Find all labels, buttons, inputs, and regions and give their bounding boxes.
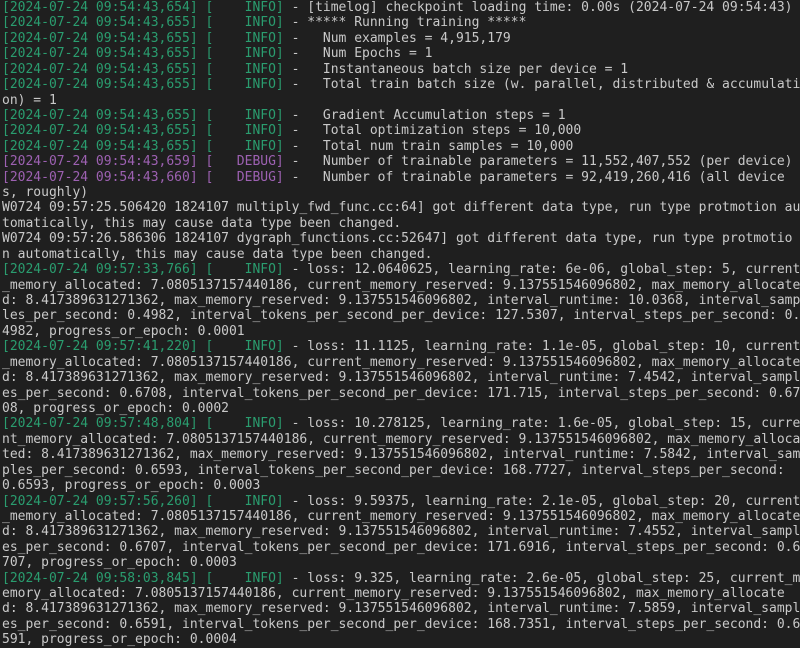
log-line: [2024-07-24 09:54:43,659] [ DEBUG] - Num… bbox=[2, 154, 800, 169]
log-line: [2024-07-24 09:54:43,655] [ INFO] - Num … bbox=[2, 46, 800, 61]
log-message: - loss: 9.59375, learning_rate: 2.1e-05,… bbox=[2, 493, 800, 571]
log-line: [2024-07-24 09:54:43,660] [ DEBUG] - Num… bbox=[2, 170, 800, 201]
log-timestamp-level-info: [2024-07-24 09:54:43,655] [ INFO] bbox=[2, 123, 284, 139]
log-timestamp-level-info: [2024-07-24 09:54:43,655] [ INFO] bbox=[2, 46, 284, 62]
log-timestamp-level-info: [2024-07-24 09:54:43,655] [ INFO] bbox=[2, 15, 284, 31]
log-line: [2024-07-24 09:54:43,655] [ INFO] - ****… bbox=[2, 15, 800, 30]
log-line: [2024-07-24 09:57:48,804] [ INFO] - loss… bbox=[2, 416, 800, 493]
log-message: - Num Epochs = 1 bbox=[283, 46, 433, 62]
log-timestamp-level-info: [2024-07-24 09:54:43,654] [ INFO] bbox=[2, 0, 284, 15]
log-message: - [timelog] checkpoint loading time: 0.0… bbox=[283, 0, 793, 15]
log-line: [2024-07-24 09:54:43,655] [ INFO] - Tota… bbox=[2, 139, 800, 154]
log-message: - Total optimization steps = 10,000 bbox=[283, 123, 582, 139]
log-timestamp-level-info: [2024-07-24 09:57:41,220] [ INFO] bbox=[2, 339, 284, 355]
log-message: - loss: 10.278125, learning_rate: 1.6e-0… bbox=[2, 416, 800, 494]
log-message: - Num examples = 4,915,179 bbox=[283, 30, 511, 46]
log-timestamp-level-info: [2024-07-24 09:54:43,655] [ INFO] bbox=[2, 77, 284, 93]
log-line: [2024-07-24 09:58:03,845] [ INFO] - loss… bbox=[2, 571, 800, 648]
log-line: [2024-07-24 09:54:43,655] [ INFO] - Tota… bbox=[2, 77, 800, 108]
log-timestamp-level-info: [2024-07-24 09:57:33,766] [ INFO] bbox=[2, 262, 284, 278]
log-line: [2024-07-24 09:54:43,655] [ INFO] - Tota… bbox=[2, 123, 800, 138]
log-timestamp-level-info: [2024-07-24 09:54:43,655] [ INFO] bbox=[2, 138, 284, 154]
log-line: [2024-07-24 09:54:43,655] [ INFO] - Grad… bbox=[2, 108, 800, 123]
log-timestamp-level-info: [2024-07-24 09:57:48,804] [ INFO] bbox=[2, 416, 284, 432]
log-message: - loss: 9.325, learning_rate: 2.6e-05, g… bbox=[2, 570, 800, 648]
log-timestamp-level-debug: [2024-07-24 09:54:43,660] [ DEBUG] bbox=[2, 169, 284, 185]
log-timestamp-level-debug: [2024-07-24 09:54:43,659] [ DEBUG] bbox=[2, 154, 284, 170]
log-message: - Total train batch size (w. parallel, d… bbox=[2, 77, 800, 108]
log-line: W0724 09:57:26.586306 1824107 dygraph_fu… bbox=[2, 231, 800, 262]
log-line: [2024-07-24 09:57:41,220] [ INFO] - loss… bbox=[2, 339, 800, 416]
log-message: - Total num train samples = 10,000 bbox=[283, 138, 574, 154]
log-line: [2024-07-24 09:54:43,654] [ INFO] - [tim… bbox=[2, 0, 800, 15]
log-message: - loss: 11.1125, learning_rate: 1.1e-05,… bbox=[2, 339, 800, 416]
log-timestamp-level-info: [2024-07-24 09:54:43,655] [ INFO] bbox=[2, 61, 284, 77]
log-message: - Number of trainable parameters = 11,55… bbox=[283, 154, 793, 170]
log-message: - loss: 12.0640625, learning_rate: 6e-06… bbox=[2, 262, 800, 339]
log-timestamp-level-info: [2024-07-24 09:54:43,655] [ INFO] bbox=[2, 30, 284, 46]
log-message: - Number of trainable parameters = 92,41… bbox=[2, 169, 785, 201]
log-timestamp-level-info: [2024-07-24 09:57:56,260] [ INFO] bbox=[2, 493, 284, 509]
log-warning-message: W0724 09:57:26.586306 1824107 dygraph_fu… bbox=[2, 231, 793, 262]
log-warning-message: W0724 09:57:25.506420 1824107 multiply_f… bbox=[2, 200, 800, 231]
log-line: [2024-07-24 09:54:43,655] [ INFO] - Num … bbox=[2, 31, 800, 46]
log-message: - Gradient Accumulation steps = 1 bbox=[283, 107, 566, 123]
log-line: W0724 09:57:25.506420 1824107 multiply_f… bbox=[2, 200, 800, 231]
log-line: [2024-07-24 09:57:56,260] [ INFO] - loss… bbox=[2, 494, 800, 571]
log-message: - Instantaneous batch size per device = … bbox=[283, 61, 629, 77]
log-timestamp-level-info: [2024-07-24 09:54:43,655] [ INFO] bbox=[2, 107, 284, 123]
log-timestamp-level-info: [2024-07-24 09:58:03,845] [ INFO] bbox=[2, 570, 284, 586]
log-message: - ***** Running training ***** bbox=[283, 15, 527, 31]
log-line: [2024-07-24 09:57:33,766] [ INFO] - loss… bbox=[2, 262, 800, 339]
log-line: [2024-07-24 09:54:43,655] [ INFO] - Inst… bbox=[2, 62, 800, 77]
